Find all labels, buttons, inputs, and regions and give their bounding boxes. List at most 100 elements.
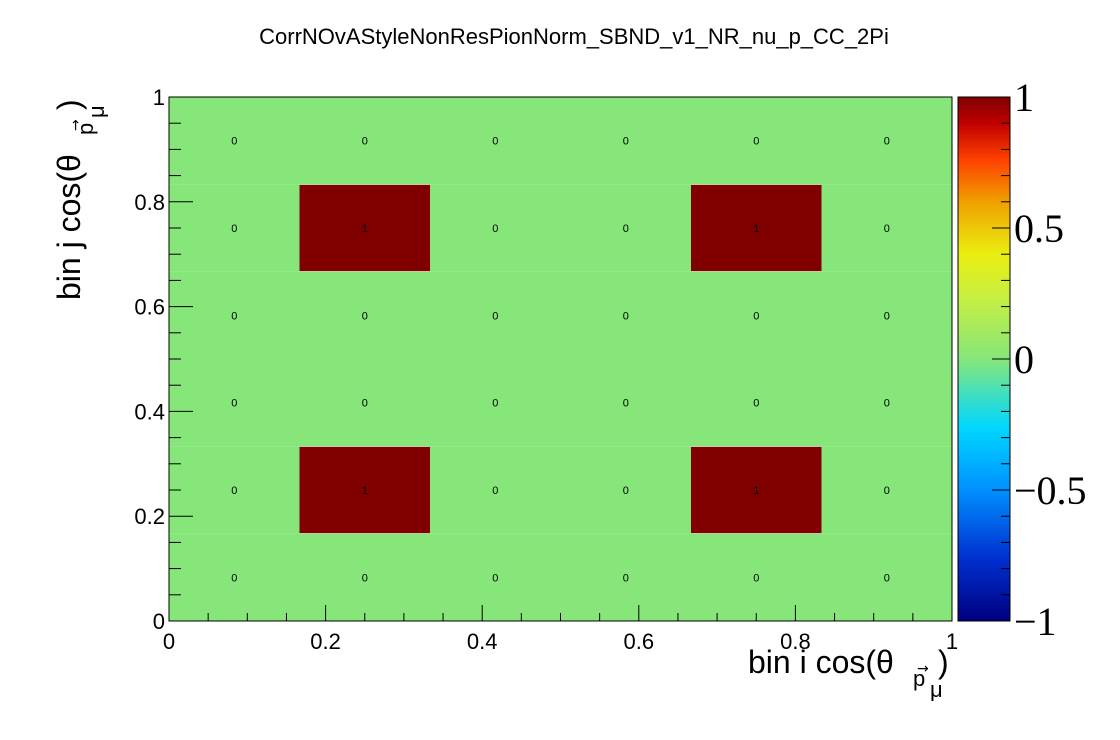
heatmap-cell <box>299 359 430 447</box>
svg-text:): ) <box>51 99 87 110</box>
heatmap-cell-label: 0 <box>623 398 629 410</box>
heatmap-cell-label: 0 <box>362 136 368 148</box>
x-tick-label: 0.4 <box>467 629 498 654</box>
heatmap-cell <box>299 271 430 359</box>
heatmap-cell <box>691 533 822 621</box>
x-axis-label-close: ) <box>938 644 949 680</box>
heatmap-cell <box>821 271 952 359</box>
y-axis-label-sub: p <box>73 123 98 135</box>
heatmap-cell-label: 0 <box>884 310 890 322</box>
y-axis-label-main: bin j cos(θ <box>51 154 87 300</box>
heatmap-cell <box>299 533 430 621</box>
heatmap-cell <box>169 446 300 534</box>
heatmap-cell-label: 0 <box>231 310 237 322</box>
heatmap-cell <box>560 533 691 621</box>
chart-title: CorrNOvAStyleNonResPionNorm_SBND_v1_NR_n… <box>259 24 889 49</box>
y-axis-label-close: ) <box>51 99 87 110</box>
heatmap-cell <box>691 446 822 534</box>
heatmap-cell <box>691 97 822 185</box>
heatmap-cell-label: 0 <box>492 572 498 584</box>
heatmap-cell-label: 1 <box>362 485 368 497</box>
heatmap-cell-label: 0 <box>623 223 629 235</box>
heatmap-cell <box>299 446 430 534</box>
heatmap-cell-label: 0 <box>753 310 759 322</box>
x-axis-ticks: 0 0.2 0.4 0.6 0.8 1 <box>163 605 958 654</box>
y-tick-label: 0.8 <box>134 190 165 215</box>
y-axis-label: bin j cos(θ p μ → ) <box>51 99 109 300</box>
heatmap-cell-label: 0 <box>753 572 759 584</box>
heatmap-cell <box>430 533 561 621</box>
y-tick-label: 1 <box>153 85 165 110</box>
heatmap-cell <box>299 184 430 272</box>
heatmap-cell <box>821 97 952 185</box>
heatmap-cell <box>560 359 691 447</box>
heatmap-cell-label: 0 <box>492 223 498 235</box>
svg-text:bin j cos(θ: bin j cos(θ <box>51 154 87 300</box>
heatmap-cell-label: 0 <box>623 310 629 322</box>
heatmap-cell-label: 0 <box>362 398 368 410</box>
heatmap-cell <box>560 97 691 185</box>
heatmap-cell-label: 0 <box>753 136 759 148</box>
heatmap-cell <box>299 97 430 185</box>
heatmap-cell-label: 0 <box>231 572 237 584</box>
x-tick-label: 0.2 <box>310 629 341 654</box>
heatmap-cell <box>821 359 952 447</box>
heatmap-cell <box>560 184 691 272</box>
colorbar-tick-label: 0.5 <box>1014 206 1064 251</box>
x-axis-label: bin i cos(θ p μ → ) <box>748 644 949 702</box>
heatmap-cell <box>430 97 561 185</box>
heatmap-cell <box>169 184 300 272</box>
heatmap-cell-label: 0 <box>231 136 237 148</box>
x-axis-label-main: bin i cos(θ <box>748 644 894 680</box>
heatmap-cell-label: 0 <box>623 485 629 497</box>
heatmap-cell-label: 0 <box>623 572 629 584</box>
heatmap-cells <box>169 97 952 621</box>
y-tick-label: 0.4 <box>134 399 165 424</box>
heatmap-cell-label: 0 <box>884 223 890 235</box>
colorbar-tick-label: 0 <box>1014 337 1034 382</box>
y-tick-label: 0 <box>153 609 165 634</box>
heatmap-cell-label: 1 <box>362 223 368 235</box>
x-axis-label-sub: p <box>913 666 925 691</box>
heatmap-cell <box>430 359 561 447</box>
heatmap-cell-labels: 0 0 0 0 0 0 0 1 0 0 1 0 0 0 0 0 0 0 0 0 0 0 0 0 0 1 0 0 1 0 0 0 0 0 0 0 <box>231 136 890 585</box>
heatmap-cell-label: 0 <box>492 310 498 322</box>
heatmap-cell <box>430 446 561 534</box>
x-tick-label: 0.6 <box>624 629 655 654</box>
heatmap-cell-label: 0 <box>231 485 237 497</box>
svg-text:→: → <box>68 119 84 131</box>
heatmap-cell <box>560 446 691 534</box>
x-tick-label: 0.8 <box>780 629 811 654</box>
y-axis-label-subsub: μ <box>84 105 109 118</box>
heatmap-cell <box>821 533 952 621</box>
colorbar-tick-label: 1 <box>1014 75 1034 120</box>
heatmap-cell-label: 0 <box>884 572 890 584</box>
svg-text:): ) <box>938 644 949 680</box>
x-tick-label: 1 <box>946 629 958 654</box>
svg-text:→: → <box>917 661 929 677</box>
heatmap-cell-label: 0 <box>362 572 368 584</box>
heatmap-cell <box>169 359 300 447</box>
colorbar-tick-label: −1 <box>1014 599 1057 644</box>
x-axis-label-subsub: μ <box>930 677 943 702</box>
heatmap-cell <box>560 271 691 359</box>
heatmap-cell-label: 0 <box>753 398 759 410</box>
heatmap-cell <box>169 533 300 621</box>
heatmap-cell <box>169 271 300 359</box>
svg-text:bin i cos(θ: bin i cos(θ <box>748 644 894 680</box>
heatmap-cell-label: 0 <box>884 136 890 148</box>
heatmap-cell <box>169 97 300 185</box>
heatmap-cell <box>691 184 822 272</box>
heatmap-cell-label: 0 <box>362 310 368 322</box>
svg-text:μ: μ <box>84 105 109 118</box>
svg-text:p: p <box>913 666 925 691</box>
heatmap-cell-label: 0 <box>231 398 237 410</box>
heatmap-cell <box>821 446 952 534</box>
heatmap-cell-label: 0 <box>884 398 890 410</box>
heatmap-cell-label: 1 <box>753 223 759 235</box>
heatmap-cell <box>821 184 952 272</box>
heatmap-cell-label: 0 <box>492 398 498 410</box>
y-tick-label: 0.2 <box>134 504 165 529</box>
svg-text:μ: μ <box>930 677 943 702</box>
